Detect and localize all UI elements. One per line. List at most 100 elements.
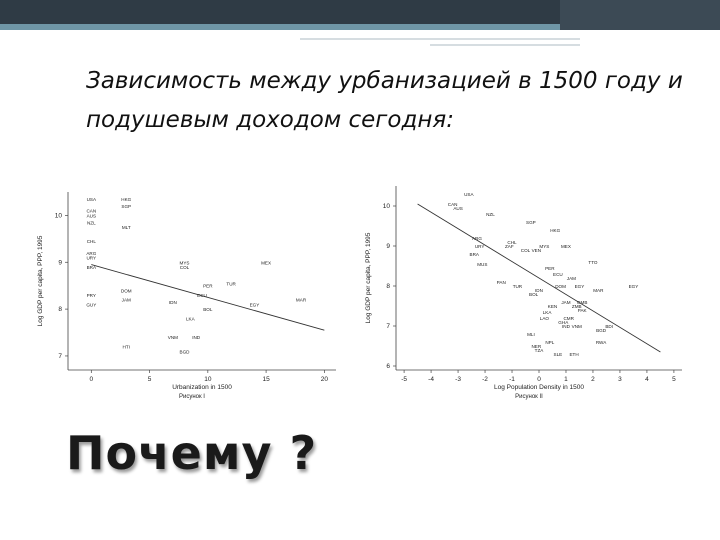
data-point-label: PER bbox=[545, 266, 555, 271]
data-point-label: PAN bbox=[497, 280, 506, 285]
data-point-label: COL bbox=[180, 265, 190, 270]
data-point-label: PAK bbox=[578, 308, 588, 313]
x-tick-label: 0 bbox=[89, 376, 93, 383]
y-tick-label: 8 bbox=[386, 283, 390, 290]
x-tick-label: 2 bbox=[591, 376, 595, 383]
data-point-label: EGY bbox=[629, 284, 639, 289]
data-point-label: JAM bbox=[122, 298, 131, 303]
data-point-label: MEX bbox=[561, 244, 571, 249]
data-point-label: ETH bbox=[569, 352, 578, 357]
data-point-label: BRA bbox=[470, 252, 480, 257]
data-point-label: KEN bbox=[548, 304, 557, 309]
data-point-label: MUS bbox=[477, 262, 487, 267]
data-point-label: VNM bbox=[168, 335, 178, 340]
data-point-label: BOL bbox=[203, 307, 213, 312]
data-point-label: JAM bbox=[561, 300, 570, 305]
data-point-label: SGP bbox=[526, 220, 536, 225]
data-point-label: PRY bbox=[87, 293, 96, 298]
x-axis-label: Urbanization in 1500 bbox=[172, 384, 232, 391]
data-point-label: BGD bbox=[596, 328, 607, 333]
x-tick-label: -4 bbox=[428, 376, 434, 383]
x-tick-label: 1 bbox=[564, 376, 568, 383]
slide-accent-bar bbox=[0, 24, 720, 30]
y-tick-label: 6 bbox=[386, 363, 390, 370]
data-point-label: ZMB bbox=[572, 304, 582, 309]
data-point-label: VNM bbox=[572, 324, 582, 329]
data-point-label: HKG bbox=[550, 228, 560, 233]
y-tick-label: 7 bbox=[386, 323, 390, 330]
data-point-label: ARG bbox=[472, 236, 482, 241]
data-point-label: MYS bbox=[539, 244, 549, 249]
trend-line bbox=[91, 264, 325, 331]
data-point-label: NPL bbox=[545, 340, 554, 345]
decorative-line bbox=[300, 38, 580, 40]
data-point-label: USA bbox=[87, 197, 97, 202]
y-tick-label: 9 bbox=[58, 259, 62, 266]
scatter-plot-population-density: -5 -4 -3 -2 -1 0 1 2 3 4 5 6 7 8 9 10 Log Population Den… bbox=[365, 186, 682, 400]
data-point-label: JAM bbox=[567, 276, 576, 281]
data-point-label: HTI bbox=[123, 345, 130, 350]
data-point-label: SGP bbox=[121, 204, 131, 209]
data-point-label: URY bbox=[86, 256, 96, 261]
data-point-label: EGY bbox=[250, 302, 260, 307]
data-point-label: LAO bbox=[540, 316, 550, 321]
x-tick-label: 5 bbox=[672, 376, 676, 383]
y-tick-label: 7 bbox=[58, 353, 62, 360]
x-tick-label: -3 bbox=[455, 376, 461, 383]
data-point-label: USA bbox=[464, 192, 474, 197]
data-point-label: DOM bbox=[121, 288, 132, 293]
question-text: Почему ? bbox=[66, 426, 318, 480]
data-point-label: COL bbox=[521, 248, 531, 253]
data-point-label: DOM bbox=[555, 284, 566, 289]
x-tick-label: -1 bbox=[509, 376, 515, 383]
data-point-label: IDN bbox=[535, 288, 543, 293]
data-point-label: BGD bbox=[180, 349, 191, 354]
data-point-label: SLE bbox=[554, 352, 563, 357]
data-point-label: RWA bbox=[596, 340, 607, 345]
figure-caption: Рисунок II bbox=[515, 394, 543, 400]
data-point-label: MEX bbox=[261, 260, 271, 265]
x-tick-label: 3 bbox=[618, 376, 622, 383]
data-point-label: NER bbox=[531, 344, 541, 349]
x-tick-label: 4 bbox=[645, 376, 649, 383]
data-point-label: MLT bbox=[122, 225, 131, 230]
decorative-line bbox=[430, 44, 580, 46]
data-point-label: PER bbox=[203, 284, 213, 289]
x-tick-label: 0 bbox=[537, 376, 541, 383]
data-point-label: HKG bbox=[121, 197, 131, 202]
data-point-label: URY bbox=[475, 244, 485, 249]
y-axis-label: Log GDP per capita, PPP, 1995 bbox=[37, 235, 44, 326]
data-point-label: MLI bbox=[527, 332, 535, 337]
data-point-label: GUY bbox=[86, 302, 96, 307]
data-point-label: NZL bbox=[486, 212, 495, 217]
x-tick-label: 20 bbox=[321, 376, 329, 383]
data-point-label: ZAF bbox=[505, 244, 514, 249]
data-point-label: AUS bbox=[87, 213, 96, 218]
data-point-label: CAN bbox=[448, 202, 458, 207]
y-tick-label: 10 bbox=[383, 203, 391, 210]
data-point-label: LKA bbox=[186, 316, 196, 321]
data-point-label: CMR bbox=[563, 316, 574, 321]
data-point-label: BRA bbox=[87, 265, 97, 270]
data-point-label: AUS bbox=[453, 206, 462, 211]
data-point-label: TZA bbox=[535, 348, 545, 353]
data-point-label: ECU bbox=[197, 293, 207, 298]
x-axis-label: Log Population Density in 1500 bbox=[494, 384, 584, 391]
trend-line bbox=[417, 203, 661, 353]
data-point-label: IND bbox=[192, 335, 201, 340]
data-point-label: CHL bbox=[87, 239, 97, 244]
x-tick-label: 10 bbox=[204, 376, 212, 383]
y-axis-label: Log GDP per capita, PPP, 1995 bbox=[365, 232, 372, 323]
data-point-label: LKA bbox=[543, 310, 553, 315]
x-tick-label: -5 bbox=[401, 376, 407, 383]
x-tick-label: -2 bbox=[482, 376, 488, 383]
data-point-label: GMB bbox=[577, 300, 587, 305]
data-point-label: TUR bbox=[513, 284, 523, 289]
data-point-label: NZL bbox=[87, 220, 96, 225]
data-point-label: EGY bbox=[575, 284, 585, 289]
data-point-label: TTO bbox=[588, 260, 598, 265]
slide-title: Зависимость между урбанизацией в 1500 го… bbox=[86, 68, 683, 133]
